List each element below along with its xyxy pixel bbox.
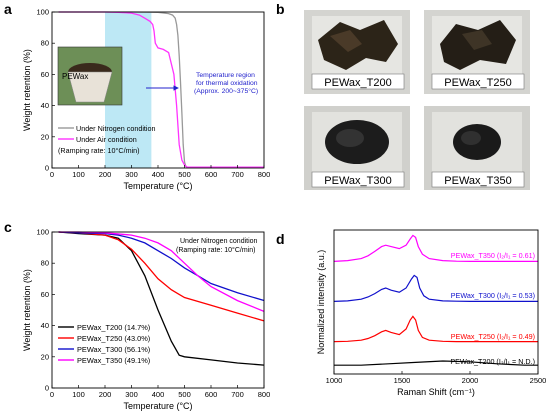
panel-c-axes: 0 100 200 300 400 500 600 700 800 0 20 40 60 80 100 Tem… — [22, 228, 270, 412]
panel-c: c 0 100 200 300 400 500 600 700 800 0 20 40 60 80 100 T… — [4, 219, 270, 411]
series-line-2 — [58, 231, 265, 302]
x-tick-label: 200 — [99, 170, 112, 179]
photo-label-box — [311, 73, 405, 90]
x-tick-label: 1500 — [394, 376, 411, 385]
y-tick-label: 80 — [41, 259, 49, 268]
panel-a-axes: 0 100 200 300 400 500 600 700 800 0 20 40 60 80 100 Tem… — [22, 8, 270, 192]
panel-a-legend: Under Nitrogen condition Under Air condi… — [58, 124, 156, 155]
photo-sample-highlight — [462, 30, 492, 50]
x-tick-label: 800 — [258, 170, 271, 179]
photo-label: PEWax_T300 — [324, 175, 391, 187]
y-tick-label: 100 — [36, 8, 49, 17]
x-tick-label: 300 — [125, 170, 138, 179]
x-tick-label: 100 — [72, 390, 85, 399]
legend-label-t350: PEWax_T350 (49.1%) — [77, 356, 150, 365]
x-tick-label: 500 — [178, 390, 191, 399]
series-line-0 — [58, 11, 264, 168]
raman-spectrum-2 — [333, 315, 538, 343]
x-tick-label: 100 — [72, 170, 85, 179]
panel-a: a 0 100 200 300 400 500 600 700 800 0 20 40 60 80 100 T… — [4, 1, 270, 191]
series-line-1 — [58, 231, 265, 322]
y-tick-label: 100 — [36, 228, 49, 237]
series-line-1 — [58, 11, 264, 168]
photo-sample-highlight — [461, 131, 481, 145]
panel-d-letter: d — [276, 231, 285, 247]
panel-b-letter: b — [276, 1, 285, 17]
panel-c-header-line1: Under Nitrogen condition — [180, 238, 258, 245]
raman-spectrum-3 — [334, 360, 538, 366]
photo-label: PEWax_T350 — [444, 175, 511, 187]
ramping-rate-note: (Ramping rate: 10°C/min) — [58, 146, 140, 155]
legend-label-t200: PEWax_T200 (14.7%) — [77, 323, 150, 332]
x-tick-label: 1000 — [326, 376, 343, 385]
legend-label-t300: PEWax_T300 (56.1%) — [77, 345, 150, 354]
x-tick-label: 600 — [205, 170, 218, 179]
x-tick-label: 0 — [50, 170, 54, 179]
y-tick-label: 40 — [41, 101, 49, 110]
y-tick-label: 20 — [41, 132, 49, 141]
x-axis-label: Temperature (°C) — [123, 401, 192, 411]
y-tick-label: 20 — [41, 352, 49, 361]
photo-pewax-t200: PEWax_T200 — [304, 10, 410, 94]
photo-sample-highlight — [336, 129, 364, 147]
raman-series-label: PEWax_T300 (I₂/I₁ = 0.53) — [451, 291, 535, 300]
inset-label: PEWax — [62, 72, 88, 81]
x-tick-label: 2000 — [462, 376, 479, 385]
y-axis-label: Weight retention (%) — [22, 269, 32, 351]
annotation-line1: Temperature region — [196, 72, 255, 79]
raman-spectrum-0 — [333, 234, 538, 262]
panel-b: b PEWax_T200 PEWax_T250 PEWax_T300 — [276, 1, 530, 190]
x-tick-label: 700 — [231, 170, 244, 179]
inset-cup-body — [67, 71, 113, 103]
pewax-photo-inset: PEWax — [57, 46, 123, 106]
panel-d-axes: PEWax_T350 (I₂/I₁ = 0.61) PEWax_T300 (I₂/… — [316, 229, 547, 397]
x-tick-label: 700 — [231, 390, 244, 399]
photo-pewax-t250: PEWax_T250 — [424, 10, 530, 94]
x-tick-label: 2500 — [530, 376, 547, 385]
raman-series-label: PEWax_T350 (I₂/I₁ = 0.61) — [451, 251, 535, 260]
panel-a-letter: a — [4, 1, 12, 17]
y-tick-label: 60 — [41, 290, 49, 299]
annotation-line3: (Approx. 200~375°C) — [194, 87, 258, 95]
series-line-3 — [58, 231, 265, 313]
y-tick-label: 0 — [45, 164, 49, 173]
raman-spectrum-1 — [333, 274, 538, 302]
photo-label: PEWax_T250 — [444, 77, 511, 89]
photo-label-box — [431, 73, 525, 90]
panel-c-legend: PEWax_T200 (14.7%) PEWax_T250 (43.0%) PE… — [58, 323, 150, 365]
photo-label-box — [311, 171, 405, 188]
photo-label: PEWax_T200 — [324, 77, 391, 89]
raman-series-label: PEWax_T250 (I₂/I₁ = 0.49) — [451, 332, 535, 341]
y-tick-label: 40 — [41, 321, 49, 330]
legend-label-air: Under Air condition — [76, 135, 137, 144]
x-axis-label: Temperature (°C) — [123, 181, 192, 191]
panel-c-header-line2: (Ramping rate: 10°C/min) — [176, 246, 255, 254]
panel-d: d PEWax_T350 (I₂/I₁ = 0.61) PEWax_T300 (I… — [276, 229, 547, 397]
y-axis-label: Weight retention (%) — [22, 49, 32, 131]
x-axis-label: Raman Shift (cm⁻¹) — [397, 387, 475, 397]
x-tick-label: 400 — [152, 390, 165, 399]
legend-label-nitrogen: Under Nitrogen condition — [76, 124, 156, 133]
annotation-line2: for thermal oxidation — [196, 80, 258, 87]
x-tick-label: 300 — [125, 390, 138, 399]
y-tick-label: 60 — [41, 70, 49, 79]
x-tick-label: 600 — [205, 390, 218, 399]
x-tick-label: 500 — [178, 170, 191, 179]
y-axis-label: Normalized intensity (a.u.) — [316, 250, 326, 355]
raman-series-label: PEWax_T200 (I₂/I₁ = N.D.) — [450, 357, 535, 366]
x-tick-label: 400 — [152, 170, 165, 179]
plot-frame — [333, 229, 539, 375]
photo-pewax-t300: PEWax_T300 — [304, 106, 410, 190]
y-tick-label: 80 — [41, 39, 49, 48]
photo-sample-highlight — [330, 30, 362, 52]
panel-c-letter: c — [4, 219, 12, 235]
x-tick-label: 0 — [50, 390, 54, 399]
x-tick-label: 200 — [99, 390, 112, 399]
y-tick-label: 0 — [45, 384, 49, 393]
legend-label-t250: PEWax_T250 (43.0%) — [77, 334, 150, 343]
photo-pewax-t350: PEWax_T350 — [424, 106, 530, 190]
x-tick-label: 800 — [258, 390, 271, 399]
photo-label-box — [431, 171, 525, 188]
